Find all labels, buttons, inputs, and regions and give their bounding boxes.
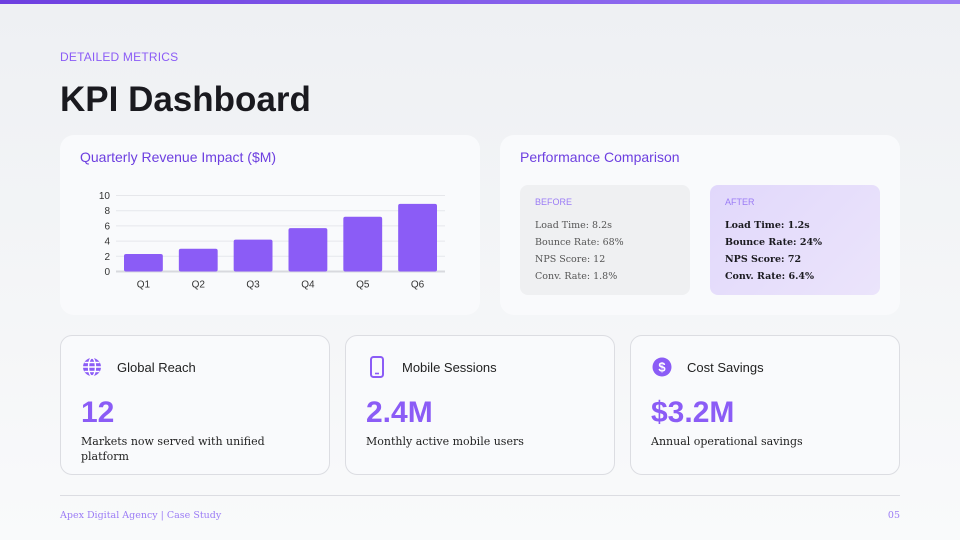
bar [343,216,383,272]
page-number: 05 [887,510,900,521]
dollar-icon: $ [651,356,673,378]
y-tick-label: 0 [104,267,110,278]
top-accent-bar [0,0,960,4]
y-tick-label: 8 [104,206,110,217]
kpi-title: Mobile Sessions [402,359,497,375]
before-row: Conv. Rate: 1.8% [535,271,618,282]
bar [124,254,163,272]
kpi-value: 12 [81,396,115,429]
mobile-icon [366,356,388,378]
footer-divider [60,495,900,496]
kpi-title: Global Reach [117,359,196,375]
kpi-value: $3.2M [651,396,735,429]
x-tick-label: Q2 [192,280,206,291]
svg-text:$: $ [658,360,666,375]
after-label: AFTER [725,197,755,207]
y-tick-label: 2 [104,252,110,263]
kpi-description: Annual operational savings [651,435,803,448]
x-tick-label: Q3 [246,280,260,291]
revenue-bar-chart: 0 2 4 6 8 10 Q1 Q2 Q3 Q4 Q5 Q6 [99,191,445,291]
comparison-card: Performance Comparison BEFORE Load Time:… [500,135,900,315]
kpi-card-mobile-sessions: Mobile Sessions 2.4M Monthly active mobi… [345,335,615,475]
comparison-title: Performance Comparison [520,149,680,165]
kpi-description: Monthly active mobile users [366,435,524,448]
kpi-title: Cost Savings [687,359,764,375]
globe-icon [81,356,103,378]
bar [288,228,328,272]
page-title: KPI Dashboard [60,80,311,119]
before-panel: BEFORE Load Time: 8.2s Bounce Rate: 68% … [520,185,690,295]
x-tick-label: Q4 [301,280,315,291]
x-tick-label: Q6 [411,280,425,291]
revenue-chart-card: Quarterly Revenue Impact ($M) 0 2 4 6 8 10 Q1 Q… [60,135,480,315]
after-row: NPS Score: 72 [725,254,802,265]
x-tick-label: Q1 [137,280,151,291]
before-label: BEFORE [535,197,573,207]
after-row: Bounce Rate: 24% [725,237,823,248]
eyebrow: DETAILED METRICS [60,50,179,64]
before-row: Bounce Rate: 68% [535,237,624,248]
y-tick-label: 6 [104,221,110,232]
bar [178,248,218,272]
y-tick-label: 10 [99,191,111,202]
kpi-card-cost-savings: $ Cost Savings $3.2M Annual operational s… [630,335,900,475]
x-tick-label: Q5 [356,280,370,291]
after-row: Conv. Rate: 6.4% [725,271,815,282]
bar [398,203,437,272]
before-row: Load Time: 8.2s [535,220,613,231]
chart-title: Quarterly Revenue Impact ($M) [80,149,277,165]
y-tick-label: 4 [104,237,110,248]
after-row: Load Time: 1.2s [725,220,810,231]
kpi-value: 2.4M [366,396,433,429]
before-row: NPS Score: 12 [535,254,606,265]
bar [233,239,273,272]
after-panel: AFTER Load Time: 1.2s Bounce Rate: 24% N… [710,185,880,295]
kpi-description: Markets now served with unified platform [81,435,265,463]
kpi-card-global-reach: Global Reach 12 Markets now served with … [60,335,330,475]
footer-text: Apex Digital Agency | Case Study [60,510,222,521]
